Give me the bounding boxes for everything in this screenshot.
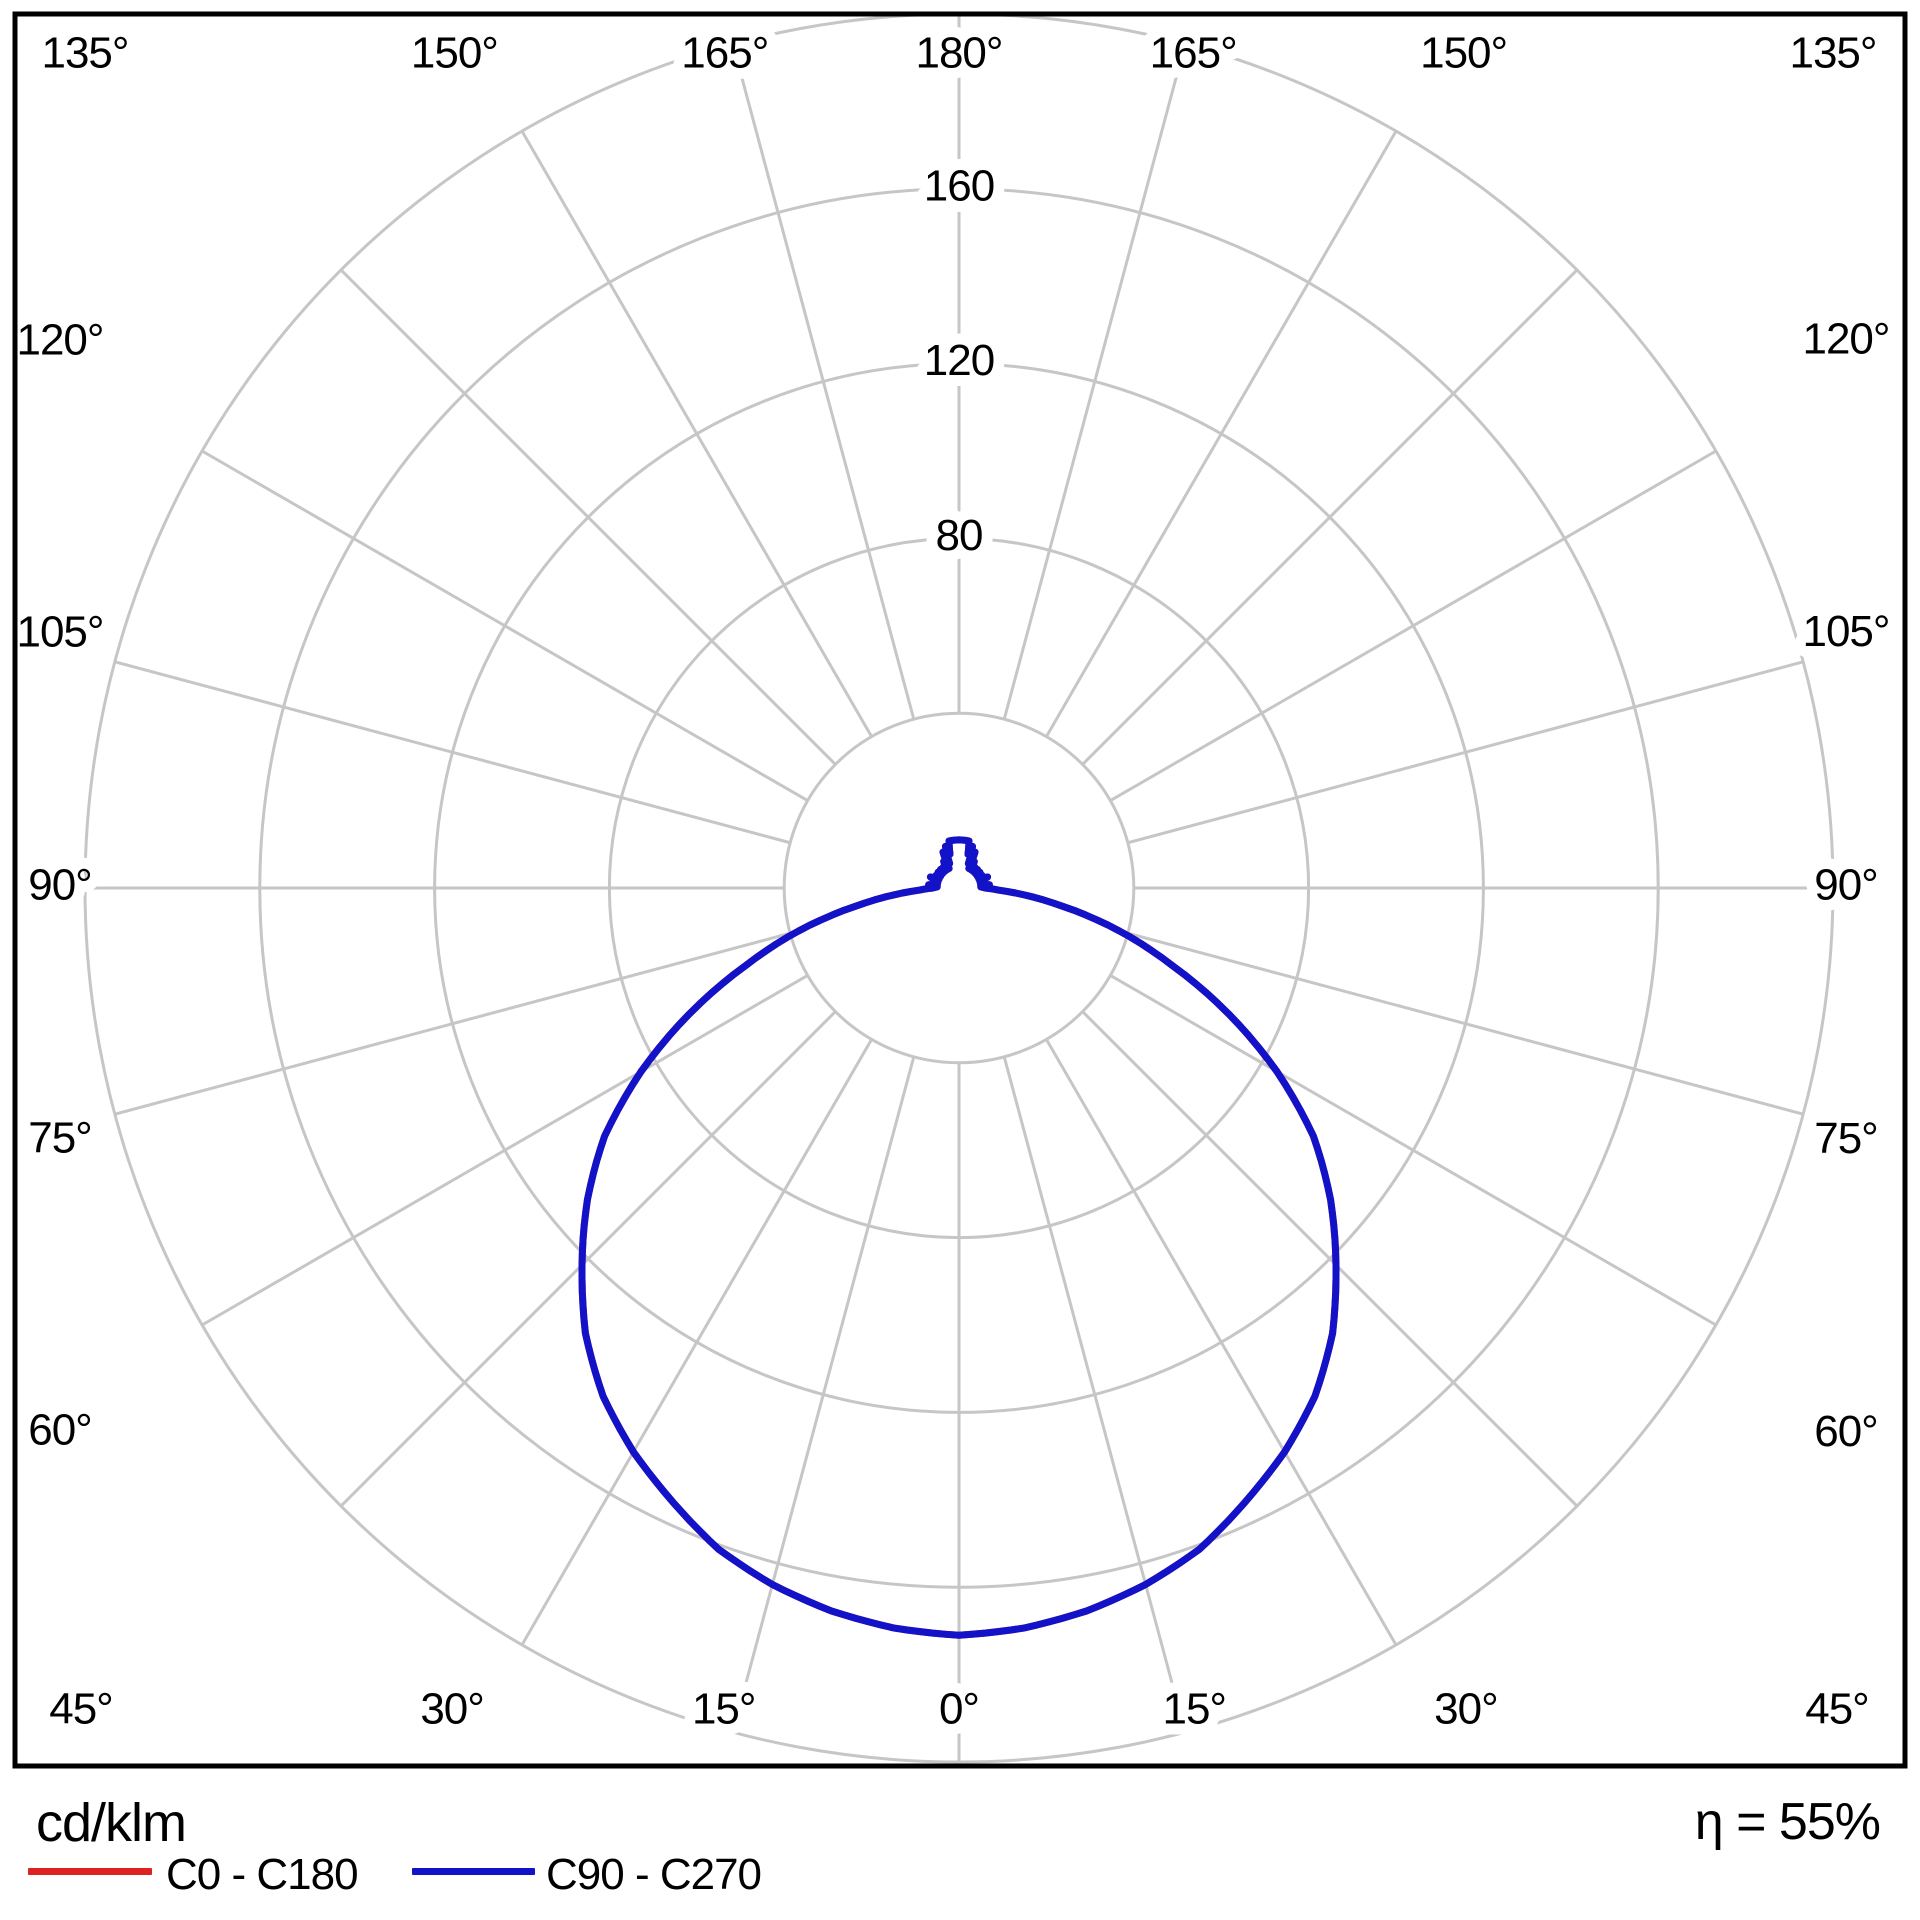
angle-label-75-right: 75°	[1814, 1114, 1878, 1163]
grid-radial-105	[1127, 660, 1804, 845]
angle-label-120-left: 120°	[16, 316, 103, 365]
grid-radial-195	[731, 43, 916, 720]
legend-label-c90-c270: C90 - C270	[546, 1850, 762, 1899]
angle-label-60-right: 60°	[1814, 1407, 1878, 1456]
grid-radial-165	[1002, 43, 1187, 720]
polar-grid	[83, 16, 1835, 1764]
grid-radial-315	[339, 1010, 837, 1508]
grid-radial-30	[1045, 1038, 1398, 1646]
angle-label-135-left: 135°	[41, 29, 128, 78]
angle-label-120-right: 120°	[1802, 314, 1889, 363]
ring-label-120: 120	[924, 336, 994, 385]
angle-label-75-left: 75°	[28, 1114, 92, 1163]
grid-radial-150	[1045, 130, 1398, 738]
angle-label-90-right: 90°	[1814, 861, 1878, 910]
angle-label-15-right: 15°	[1162, 1685, 1226, 1734]
grid-radial-120	[1109, 449, 1717, 802]
angle-label-150-right: 150°	[1420, 29, 1507, 78]
legend-label-c0-c180: C0 - C180	[166, 1850, 359, 1899]
angle-label-90-left: 90°	[28, 861, 92, 910]
legend-swatch-c0-c180	[28, 1868, 152, 1875]
grid-radial-210	[520, 130, 873, 738]
curve-C90-C270	[578, 836, 1340, 1639]
ring-label-80: 80	[936, 511, 983, 560]
grid-ring-40	[782, 711, 1136, 1065]
angle-label-165-left: 165°	[681, 29, 768, 78]
grid-radial-330	[520, 1038, 873, 1646]
grid-radial-300	[201, 974, 809, 1327]
grid-radial-225	[339, 268, 837, 766]
angle-label-150-left: 150°	[411, 29, 498, 78]
grid-radial-60	[1109, 974, 1717, 1327]
efficiency-label: η = 55%	[1694, 1793, 1881, 1851]
angle-label-60-left: 60°	[28, 1406, 92, 1455]
angle-label-165-right: 165°	[1150, 29, 1237, 78]
grid-radial-240	[201, 449, 809, 802]
grid-radial-135	[1081, 268, 1579, 766]
angle-label-180: 180°	[915, 29, 1002, 78]
angle-label-30-right: 30°	[1434, 1685, 1498, 1734]
angle-label-15-left: 15°	[692, 1685, 756, 1734]
angle-label-105-left: 105°	[16, 608, 103, 657]
grid-radial-45	[1081, 1010, 1579, 1508]
angle-label-135-right: 135°	[1789, 29, 1876, 78]
angle-label-30-left: 30°	[420, 1685, 484, 1734]
angle-label-105-right: 105°	[1802, 607, 1889, 656]
ring-label-160: 160	[924, 161, 994, 210]
grid-radial-285	[114, 931, 791, 1116]
grid-radial-255	[114, 660, 791, 845]
angle-label-0: 0°	[939, 1685, 979, 1734]
plot-border	[12, 11, 1908, 1769]
grid-radial-345	[731, 1056, 916, 1733]
grid-radial-75	[1127, 931, 1804, 1116]
legend-swatch-c90-c270	[412, 1868, 535, 1875]
grid-radial-15	[1002, 1056, 1187, 1733]
units-label: cd/klm	[36, 1793, 187, 1853]
angle-label-45-left: 45°	[49, 1685, 113, 1734]
angle-label-45-right: 45°	[1805, 1685, 1869, 1734]
